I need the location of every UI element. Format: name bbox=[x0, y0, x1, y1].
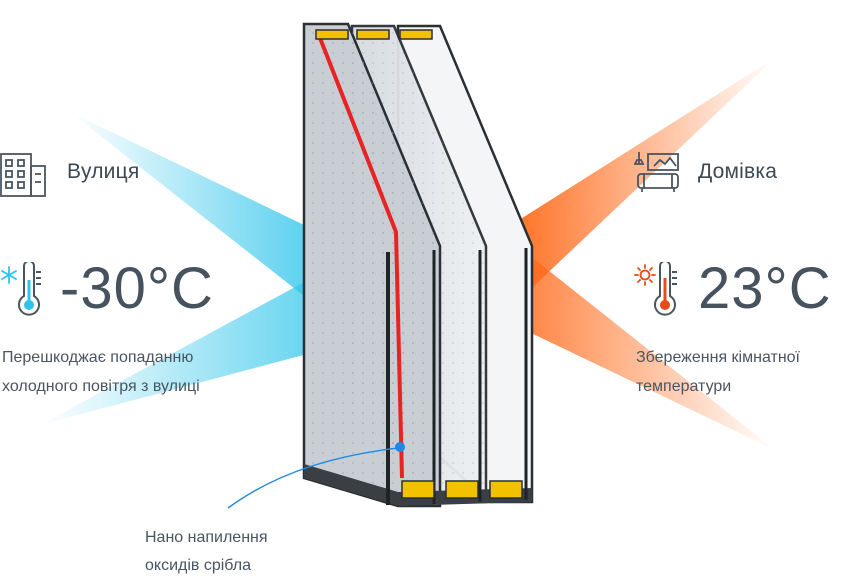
coating-note-line: оксидів срібла bbox=[145, 557, 251, 574]
spacer-top bbox=[399, 29, 433, 40]
inside-description-line: Збереження кімнатної bbox=[636, 349, 800, 366]
outside-description: Перешкоджає попаданню холодного повітря … bbox=[2, 343, 200, 401]
spacer-top bbox=[315, 29, 349, 40]
spacer-bottom bbox=[489, 480, 523, 499]
warm-air-beam bbox=[500, 58, 775, 450]
outside-title: Вулиця bbox=[67, 160, 140, 183]
thermometer-icon bbox=[654, 262, 677, 316]
spacer-bottom bbox=[401, 480, 435, 499]
glass-unit bbox=[302, 22, 534, 508]
outside-description-line: холодного повітря з вулиці bbox=[2, 378, 200, 395]
living-room-icon bbox=[634, 152, 679, 192]
silver-oxide-coating bbox=[318, 37, 404, 479]
coating-pointer-line bbox=[227, 447, 399, 509]
inside-temperature: 23°C bbox=[698, 256, 832, 321]
outside-temperature: -30°C bbox=[60, 256, 214, 321]
cold-air-beam bbox=[40, 112, 360, 425]
coating-note: Нано напилення оксидів срібла bbox=[145, 524, 268, 580]
coating-note-line: Нано напилення bbox=[145, 529, 268, 546]
spacer-top bbox=[356, 29, 390, 40]
inside-title: Домівка bbox=[698, 160, 778, 183]
inside-description-line: температури bbox=[636, 378, 732, 395]
coating-pointer-dot bbox=[395, 442, 405, 452]
building-icon bbox=[0, 153, 46, 197]
sun-icon bbox=[634, 264, 656, 286]
inside-description: Збереження кімнатної температури bbox=[636, 343, 800, 401]
spacer-bottom bbox=[445, 480, 479, 499]
thermometer-icon bbox=[18, 262, 41, 316]
outside-description-line: Перешкоджає попаданню bbox=[2, 349, 194, 366]
snowflake-icon bbox=[1, 266, 17, 284]
